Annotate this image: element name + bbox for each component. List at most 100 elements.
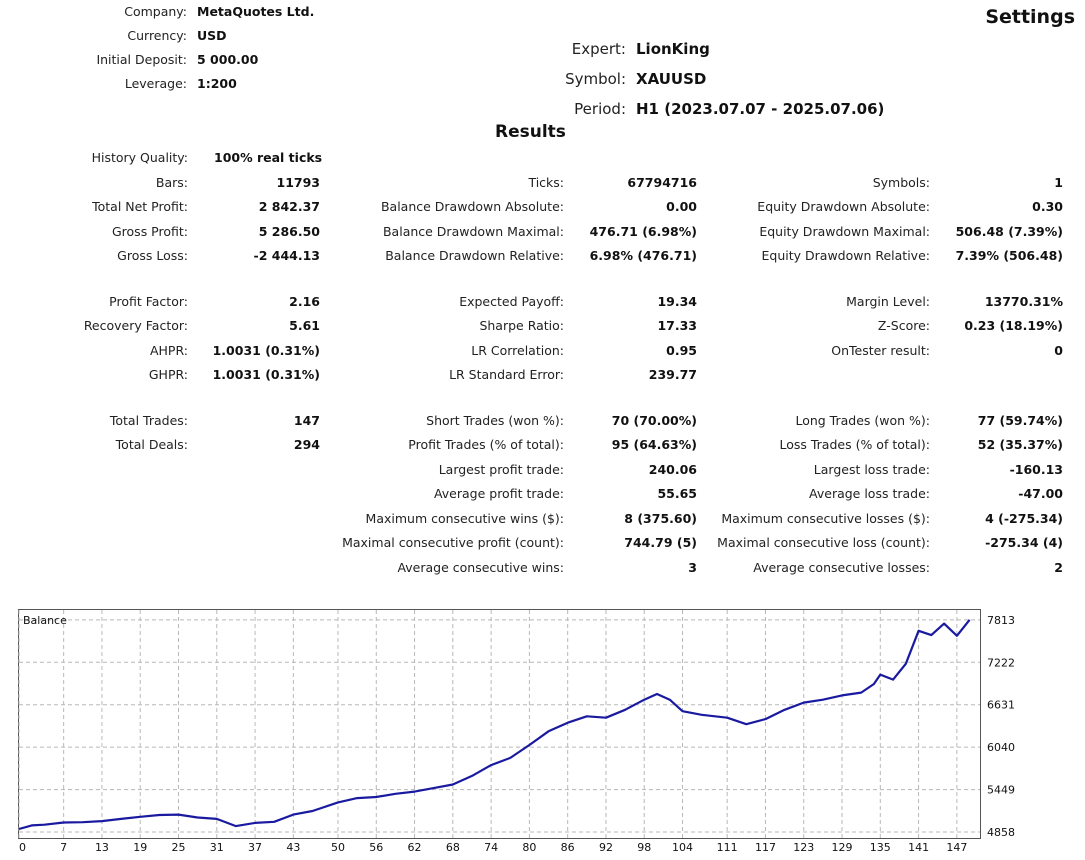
symbol-value: XAUUSD [636,70,707,88]
expert-value: LionKing [636,40,710,58]
balance-dd-maximal-label: Balance Drawdown Maximal: [382,224,564,239]
maximal-consecutive-loss-value: -275.34 (4) [985,535,1063,550]
y-tick-label: 6040 [987,741,1015,754]
average-consecutive-wins-value: 3 [688,560,697,575]
period-value: H1 (2023.07.07 - 2025.07.06) [636,100,885,118]
x-tick-label: 129 [832,841,853,854]
balance-line [18,619,971,831]
x-tick-label: 104 [672,841,693,854]
x-tick-label: 141 [908,841,929,854]
largest-loss-trade-value: -160.13 [1009,462,1063,477]
total-net-profit-value: 2 842.37 [258,199,320,214]
chart-title: Balance [23,614,67,627]
balance-chart: 0 7 13 19 25 31 37 43 50 56 62 68 74 80 86 92 98 104 111 11… [18,609,1015,854]
x-tick-label: 13 [95,841,109,854]
largest-profit-trade-value: 240.06 [648,462,697,477]
equity-dd-relative-label: Equity Drawdown Relative: [761,248,930,263]
average-profit-trade-value: 55.65 [657,486,697,501]
chart-x-axis: 0 7 13 19 25 31 37 43 50 56 62 68 74 80 86 92 98 104 111 11… [19,841,967,854]
x-tick-label: 68 [446,841,460,854]
expected-payoff-value: 19.34 [657,294,697,309]
history-quality-value: 100% real ticks [214,150,323,165]
recovery-factor-value: 5.61 [289,318,320,333]
balance-dd-relative-label: Balance Drawdown Relative: [385,248,564,263]
x-tick-label: 56 [369,841,383,854]
ahpr-value: 1.0031 (0.31%) [212,343,320,358]
total-trades-label: Total Trades: [109,413,188,428]
maximal-consecutive-loss-label: Maximal consecutive loss (count): [717,535,930,550]
company-value: MetaQuotes Ltd. [197,4,315,19]
recovery-factor-label: Recovery Factor: [83,318,188,333]
max-consecutive-losses-value: 4 (-275.34) [985,511,1063,526]
period-label: Period: [574,100,626,118]
maximal-consecutive-profit-value: 744.79 (5) [624,535,697,550]
margin-level-value: 13770.31% [984,294,1063,309]
x-tick-label: 117 [755,841,776,854]
ontester-result-label: OnTester result: [831,343,930,358]
x-tick-label: 123 [793,841,814,854]
balance-dd-relative-value: 6.98% (476.71) [589,248,697,263]
ghpr-label: GHPR: [148,367,188,382]
average-loss-trade-value: -47.00 [1018,486,1063,501]
chart-y-axis: 4858 5449 6040 6631 7222 7813 [987,614,1015,839]
equity-dd-absolute-value: 0.30 [1032,199,1063,214]
total-net-profit-label: Total Net Profit: [92,199,188,214]
x-tick-label: 25 [172,841,186,854]
expert-label: Expert: [571,40,626,58]
max-consecutive-wins-value: 8 (375.60) [624,511,697,526]
x-tick-label: 135 [870,841,891,854]
bars-value: 11793 [276,175,321,190]
gross-profit-label: Gross Profit: [111,224,188,239]
maximal-consecutive-profit-label: Maximal consecutive profit (count): [342,535,564,550]
y-tick-label: 5449 [987,784,1015,797]
equity-dd-maximal-value: 506.48 (7.39%) [955,224,1063,239]
settings-title: Settings [985,6,1075,28]
x-tick-label: 50 [331,841,345,854]
profit-factor-value: 2.16 [289,294,320,309]
x-tick-label: 92 [599,841,613,854]
largest-loss-trade-label: Largest loss trade: [813,462,930,477]
average-consecutive-losses-value: 2 [1054,560,1063,575]
x-tick-label: 0 [19,841,26,854]
bars-label: Bars: [155,175,188,190]
x-tick-label: 31 [210,841,224,854]
currency-value: USD [197,28,227,43]
profit-factor-label: Profit Factor: [109,294,188,309]
total-deals-label: Total Deals: [115,437,188,452]
sharpe-ratio-value: 17.33 [657,318,697,333]
equity-dd-relative-value: 7.39% (506.48) [955,248,1063,263]
balance-dd-absolute-value: 0.00 [666,199,697,214]
y-tick-label: 7813 [987,614,1015,627]
gross-loss-label: Gross Loss: [117,248,188,263]
short-trades-value: 70 (70.00%) [611,413,697,428]
long-trades-label: Long Trades (won %): [795,413,930,428]
max-consecutive-losses-label: Maximum consecutive losses ($): [721,511,930,526]
gross-profit-value: 5 286.50 [258,224,320,239]
total-trades-value: 147 [293,413,320,428]
y-tick-label: 6631 [987,699,1015,712]
y-tick-label: 4858 [987,826,1015,839]
balance-dd-absolute-label: Balance Drawdown Absolute: [380,199,564,214]
ticks-value: 67794716 [627,175,697,190]
largest-profit-trade-label: Largest profit trade: [438,462,564,477]
average-consecutive-losses-label: Average consecutive losses: [753,560,930,575]
lr-correlation-label: LR Correlation: [471,343,564,358]
gross-loss-value: -2 444.13 [253,248,320,263]
x-tick-label: 86 [561,841,575,854]
average-profit-trade-label: Average profit trade: [433,486,564,501]
equity-dd-maximal-label: Equity Drawdown Maximal: [759,224,930,239]
currency-label: Currency: [127,28,187,43]
sharpe-ratio-label: Sharpe Ratio: [479,318,564,333]
margin-level-label: Margin Level: [846,294,930,309]
lr-standard-error-value: 239.77 [648,367,697,382]
x-tick-label: 147 [946,841,967,854]
x-tick-label: 98 [637,841,651,854]
chart-plot-area [18,609,981,839]
profit-trades-label: Profit Trades (% of total): [408,437,564,452]
symbols-label: Symbols: [872,175,930,190]
ontester-result-value: 0 [1054,343,1063,358]
z-score-label: Z-Score: [877,318,930,333]
history-quality-label: History Quality: [91,150,188,165]
x-tick-label: 80 [522,841,536,854]
x-tick-label: 74 [484,841,498,854]
